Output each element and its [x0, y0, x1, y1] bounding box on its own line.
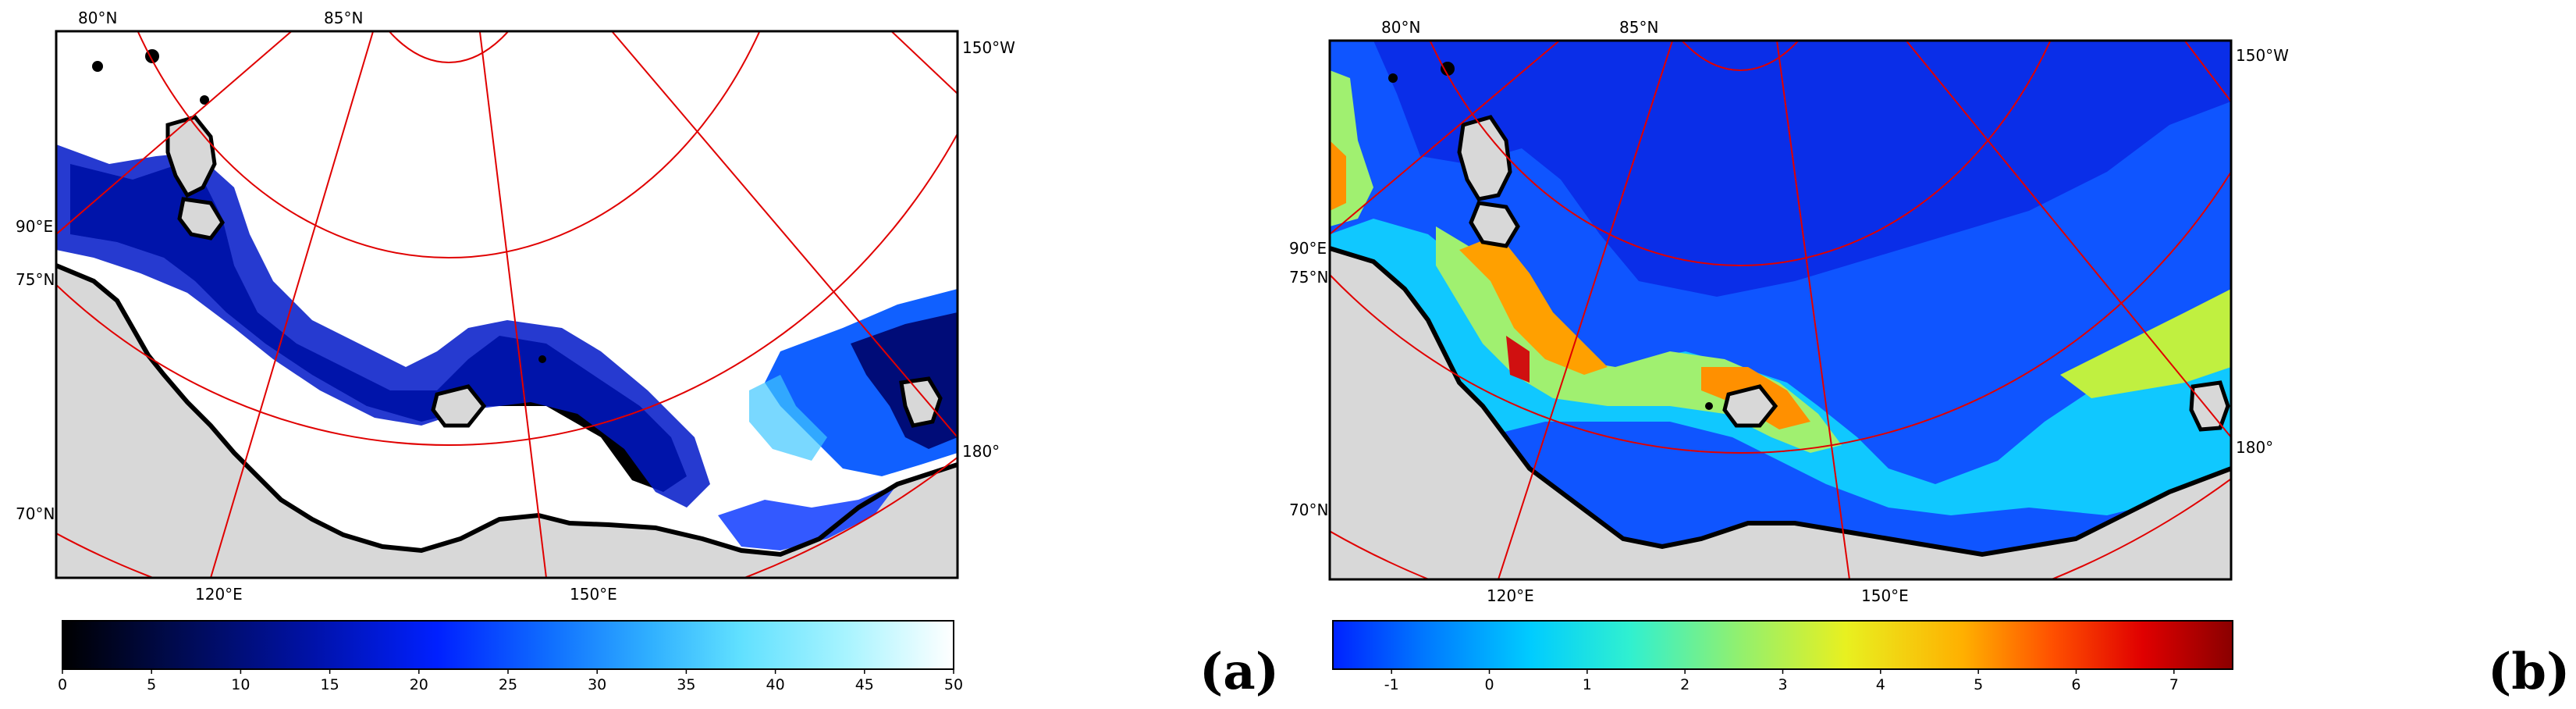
lat-label-85n-a: 85°N	[324, 9, 363, 27]
colorbar-tick-label: 7	[2169, 676, 2179, 693]
colorbar-a	[62, 620, 954, 670]
ice-blue-a	[56, 144, 710, 508]
panel-a: 80°N 85°N 150°W 90°E 75°N 180° 70°N 120°…	[16, 9, 1279, 701]
island-b-3	[1722, 384, 1778, 428]
field-blue-b	[1330, 41, 2231, 579]
island-a-2	[177, 197, 226, 240]
ice-coast-a	[718, 484, 897, 550]
land-b	[1330, 248, 2231, 579]
island-a-3	[431, 384, 487, 428]
field-red-b	[1506, 336, 1530, 383]
map-frame-b	[1328, 39, 2233, 581]
lat-label-70n-a: 70°N	[16, 504, 55, 523]
map-a	[56, 31, 958, 578]
land-a	[56, 265, 958, 578]
island-b-4	[2189, 380, 2230, 432]
map-frame-a	[55, 30, 959, 579]
graticule-b	[1330, 41, 2231, 579]
colorbar-tick-label: 50	[944, 676, 963, 693]
panel-b: 80°N 85°N 150°W 90°E 75°N 180° 70°N 120°…	[1289, 18, 2570, 701]
island-a-4	[899, 376, 943, 428]
colorbar-tick-label: 0	[58, 676, 67, 693]
lon-label-90e-a: 90°E	[16, 217, 53, 236]
field-orange-west-b	[1330, 141, 1346, 211]
island-a-1	[165, 115, 217, 198]
lat-label-75n-b: 75°N	[1289, 268, 1328, 287]
colorbar-tick-label: 5	[147, 676, 156, 693]
colorbar-tick-label: 5	[1974, 676, 1983, 693]
colorbar-tick-label: 35	[677, 676, 695, 693]
island-b-2	[1469, 201, 1520, 248]
colorbar-tick-label: 40	[766, 676, 785, 693]
lat-label-80n-a: 80°N	[78, 9, 117, 27]
field-green-east-b	[2060, 289, 2231, 398]
lon-label-90e-b: 90°E	[1289, 239, 1327, 258]
graticule-a	[56, 31, 958, 578]
coastline-b	[1330, 246, 2231, 558]
lat-label-70n-b: 70°N	[1289, 501, 1328, 519]
lon-label-120e-b: 120°E	[1487, 586, 1534, 605]
colorbar-tick-label: 15	[321, 676, 339, 693]
lat-label-85n-b: 85°N	[1619, 18, 1658, 37]
colorbar-tick-label: 4	[1876, 676, 1885, 693]
ice-cyan-a	[749, 375, 827, 461]
lon-label-180-b: 180°	[2236, 438, 2273, 457]
map-b	[1330, 41, 2231, 579]
island-b-1	[1457, 115, 1512, 201]
colorbar-ticks-b: -1 0 1 2 3 4 5 6 7	[1384, 669, 2179, 693]
colorbar-tick-label: 2	[1680, 676, 1690, 693]
colorbar-tick-label: -1	[1384, 676, 1399, 693]
colorbar-ticks-a: 0 5 10 15 20 25 30 35 40 45 50	[58, 669, 963, 693]
colorbar-tick-label: 3	[1778, 676, 1787, 693]
lat-label-75n-a: 75°N	[16, 270, 55, 289]
lon-label-150w-a: 150°W	[962, 38, 1015, 57]
lon-label-120e-a: 120°E	[195, 585, 243, 604]
colorbar-tick-label: 25	[499, 676, 517, 693]
colorbar-tick-label: 20	[410, 676, 428, 693]
field-orange-b	[1459, 234, 1608, 375]
colorbar-tick-label: 1	[1583, 676, 1592, 693]
lon-label-150e-a: 150°E	[570, 585, 617, 604]
lon-label-150w-b: 150°W	[2236, 46, 2289, 65]
lon-label-150e-b: 150°E	[1861, 586, 1909, 605]
colorbar-b	[1332, 620, 2233, 670]
lat-label-80n-b: 80°N	[1381, 18, 1420, 37]
colorbar-tick-label: 10	[231, 676, 250, 693]
colorbar-tick-label: 30	[588, 676, 606, 693]
panel-letter-a: (a)	[1199, 643, 1279, 701]
colorbar-tick-label: 6	[2071, 676, 2080, 693]
colorbar-tick-label: 0	[1484, 676, 1494, 693]
lon-label-180-a: 180°	[962, 442, 1000, 461]
colorbar-tick-label: 45	[855, 676, 874, 693]
coastline-a	[56, 263, 958, 558]
panel-letter-b: (b)	[2488, 643, 2570, 701]
